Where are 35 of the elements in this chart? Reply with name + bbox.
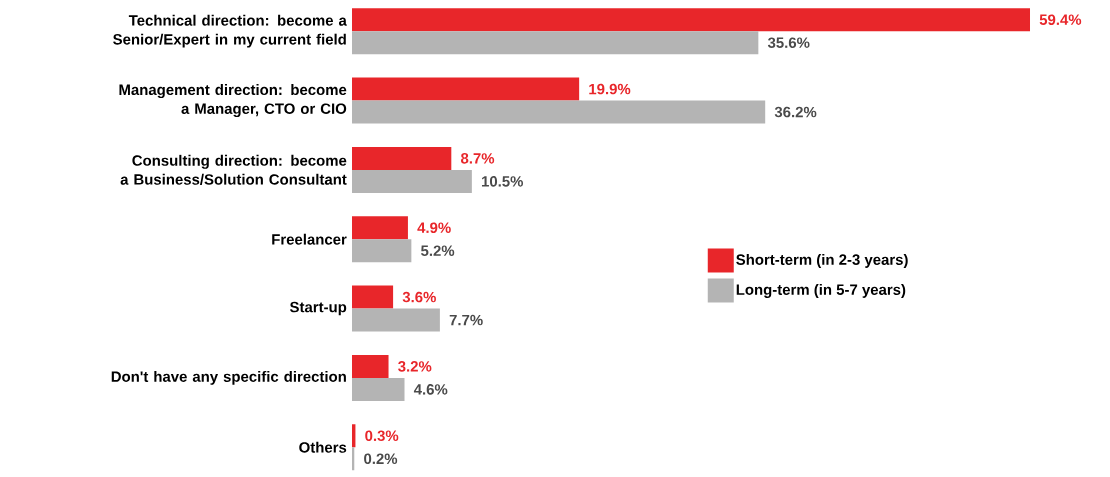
- data-label: 59.4%: [1039, 14, 1082, 25]
- y-tick-label: Technical direction: become a Senior/Expert in my current field: [113, 14, 347, 48]
- bar: [352, 100, 766, 124]
- bar: [352, 308, 440, 332]
- bar: [352, 31, 759, 55]
- data-label: 4.9%: [417, 222, 451, 234]
- y-tick-label: Start-up: [289, 301, 347, 316]
- bar: [352, 377, 405, 401]
- data-label: 4.6%: [413, 384, 448, 395]
- data-label: 0.2%: [364, 453, 398, 465]
- legend-label: Short-term (in 2-3 years): [736, 253, 908, 268]
- bar: [352, 285, 394, 309]
- y-tick-label: Management direction: become a Manager, CTO or CIO: [119, 84, 347, 118]
- y-tick-label: Don't have any specific direction: [111, 370, 346, 385]
- data-label: 7.7%: [449, 314, 483, 326]
- bar: [352, 169, 472, 193]
- bar: [352, 146, 452, 170]
- data-label: 36.2%: [774, 106, 817, 118]
- y-tick-label: Others: [299, 441, 347, 453]
- data-label: 3.6%: [402, 291, 436, 303]
- data-label: 8.7%: [460, 153, 495, 164]
- data-label: 5.2%: [421, 245, 455, 257]
- data-label: 35.6%: [767, 37, 810, 48]
- data-label: 3.2%: [398, 361, 432, 372]
- bar: [352, 216, 408, 240]
- data-label: 19.9%: [589, 83, 631, 95]
- y-tick-label: Freelancer: [272, 233, 347, 245]
- data-label: 0.3%: [365, 430, 399, 442]
- bar: [352, 239, 412, 263]
- bar: [352, 77, 580, 101]
- data-label: 10.5%: [481, 176, 524, 187]
- legend-label: Long-term (in 5-7 years): [736, 283, 906, 298]
- y-tick-label: Consulting direction: become a Business/Solution Consultant: [120, 154, 347, 185]
- bar: [352, 8, 1031, 32]
- bar: [352, 354, 389, 378]
